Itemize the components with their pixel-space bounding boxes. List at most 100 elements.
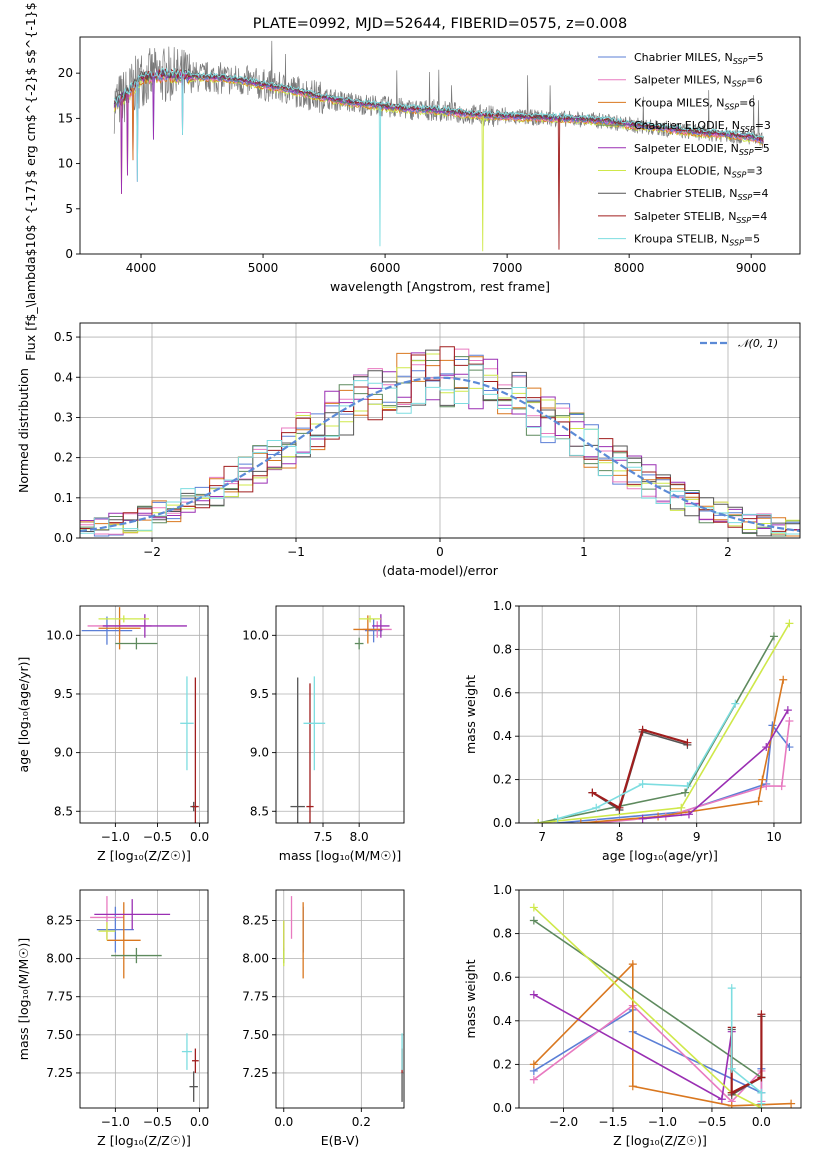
- x-tick-label: 10: [766, 830, 781, 844]
- marker-kroupa_elodie: [534, 819, 543, 823]
- marker-salpeter_stelib: [638, 725, 647, 734]
- marker-kroupa_stelib: [757, 1099, 766, 1108]
- plot-area-mass_weight_vs_Z: [529, 903, 796, 1108]
- absorption-line-kroupa_stelib: [136, 82, 139, 182]
- x-axis-label: wavelength [Angstrom, rest frame]: [330, 279, 550, 294]
- y-tick-label: 0.8: [493, 642, 512, 656]
- marker-kroupa_miles: [727, 1101, 736, 1108]
- y-tick-label: 7.25: [242, 1066, 269, 1080]
- y-tick-label: 0.0: [493, 1101, 512, 1115]
- y-axis-label: mass [log₁₀(M/M☉)]: [16, 938, 31, 1060]
- x-tick-label: 9000: [736, 261, 767, 275]
- x-tick-label: −1.0: [648, 1115, 677, 1129]
- y-tick-label: 5: [65, 202, 73, 216]
- x-tick-label: 5000: [248, 261, 279, 275]
- y-tick-label: 0.4: [493, 729, 512, 743]
- x-tick-label: 9: [693, 830, 701, 844]
- plot-area-age_vs_Z: [81, 607, 199, 823]
- x-tick-label: 0.2: [352, 1115, 371, 1129]
- legend-label-kroupa_elodie: Kroupa ELODIE, NSSP=3: [634, 165, 763, 180]
- y-tick-label: 8.00: [242, 952, 269, 966]
- marker-salpeter_stelib: [757, 1073, 766, 1082]
- y-tick-label: 0.6: [493, 686, 512, 700]
- y-tick-label: 8.5: [250, 804, 269, 818]
- y-tick-label: 15: [58, 111, 73, 125]
- legend-label-chabrier_stelib: Chabrier STELIB, NSSP=4: [634, 187, 768, 202]
- x-tick-label: 1: [580, 545, 588, 559]
- x-tick-label: −1.0: [101, 830, 130, 844]
- marker-salpeter_stelib: [588, 788, 597, 797]
- x-tick-label: 0.0: [752, 1115, 771, 1129]
- marker-chabrier_elodie: [681, 788, 690, 797]
- x-tick-label: 6000: [370, 261, 401, 275]
- y-tick-label: 8.25: [242, 913, 269, 927]
- y-tick-label: 7.50: [242, 1028, 269, 1042]
- y-tick-label: 9.0: [250, 746, 269, 760]
- y-tick-label: 7.50: [46, 1028, 73, 1042]
- marker-salpeter_elodie: [684, 810, 693, 819]
- y-tick-label: 10.0: [242, 628, 269, 642]
- histogram-kroupa_stelib: [80, 364, 800, 535]
- plot-area-spectrum: [113, 40, 764, 252]
- y-tick-label: 0.5: [54, 330, 73, 344]
- y-axis-label: mass weight: [463, 675, 478, 754]
- marker-kroupa_elodie: [785, 619, 794, 628]
- x-tick-label: −1: [287, 545, 305, 559]
- marker-kroupa_stelib: [727, 1064, 736, 1073]
- y-tick-label: 7.75: [46, 990, 73, 1004]
- y-tick-label: 9.5: [250, 687, 269, 701]
- plot-area-mass_weight_vs_age: [534, 619, 794, 823]
- y-tick-label: 0.0: [54, 531, 73, 545]
- x-axis-label: age [log₁₀(age/yr)]: [602, 848, 718, 863]
- y-tick-label: 0.6: [493, 970, 512, 984]
- x-axis-label: Z [log₁₀(Z/Z☉)]: [97, 1133, 191, 1148]
- x-tick-label: 8000: [614, 261, 645, 275]
- marker-kroupa_miles: [787, 1099, 796, 1108]
- x-axis-label: Z [log₁₀(Z/Z☉)]: [97, 848, 191, 863]
- x-tick-label: 8: [616, 830, 624, 844]
- y-tick-label: 0.0: [493, 816, 512, 830]
- y-tick-label: 10.0: [46, 628, 73, 642]
- marker-chabrier_elodie: [529, 916, 538, 925]
- axes-age_vs_Z: −1.0 −0.5 0.0 8.5 9.0 9.5 10.0 Z [log₁₀(Z/Z☉)] a…: [16, 605, 209, 863]
- axes-frame: [275, 605, 405, 824]
- model-spectrum-kroupa_stelib: [113, 67, 764, 139]
- axes-frame: [518, 605, 802, 824]
- marker-salpeter_miles: [529, 1075, 538, 1084]
- x-tick-label: −2: [143, 545, 161, 559]
- marker-kroupa_miles: [628, 1082, 637, 1091]
- series-line-salpeter_stelib: [591, 728, 688, 810]
- axes-spectrum: 4000 5000 6000 7000 8000 9000 0 5 10 15 20 waveleng…: [23, 0, 801, 361]
- marker-kroupa_miles: [779, 675, 788, 684]
- marker-kroupa_stelib: [757, 1088, 766, 1097]
- x-axis-label: Z [log₁₀(Z/Z☉)]: [613, 1133, 707, 1148]
- marker-salpeter_elodie: [529, 990, 538, 999]
- marker-kroupa_stelib: [553, 814, 562, 823]
- marker-salpeter_miles: [777, 782, 786, 791]
- y-axis-label: age [log₁₀(age/yr)]: [16, 657, 31, 773]
- normal-curve-line: [80, 376, 800, 533]
- marker-kroupa_stelib: [592, 803, 601, 812]
- marker-kroupa_stelib: [731, 699, 740, 708]
- axes-frame: [79, 605, 209, 824]
- y-tick-label: 8.00: [46, 952, 73, 966]
- x-tick-label: 0.0: [274, 1115, 293, 1129]
- x-tick-label: 7.5: [313, 830, 332, 844]
- marker-salpeter_stelib: [683, 738, 692, 747]
- axes-mass_vs_ebv: 0.0 0.2 7.25 7.50 7.75 8.00 8.25 E(B-V): [242, 889, 405, 1148]
- plot-area-residuals: [80, 346, 800, 537]
- marker-kroupa_stelib: [727, 984, 736, 993]
- y-axis-label: Normed distribution: [16, 368, 31, 493]
- legend-label-kroupa_stelib: Kroupa STELIB, NSSP=5: [634, 233, 760, 248]
- y-tick-label: 0.2: [493, 1057, 512, 1071]
- marker-salpeter_stelib: [757, 1010, 766, 1019]
- axes-frame: [79, 322, 801, 539]
- marker-kroupa_miles: [754, 797, 763, 806]
- x-tick-label: −0.5: [697, 1115, 726, 1129]
- plot-area-mass_vs_ebv: [283, 896, 403, 1102]
- absorption-line-salpeter_stelib: [557, 118, 561, 250]
- legend-label-chabrier_miles: Chabrier MILES, NSSP=5: [634, 51, 764, 66]
- legend-label-salpeter_stelib: Salpeter STELIB, NSSP=4: [634, 210, 767, 225]
- x-axis-label: (data-model)/error: [382, 563, 499, 578]
